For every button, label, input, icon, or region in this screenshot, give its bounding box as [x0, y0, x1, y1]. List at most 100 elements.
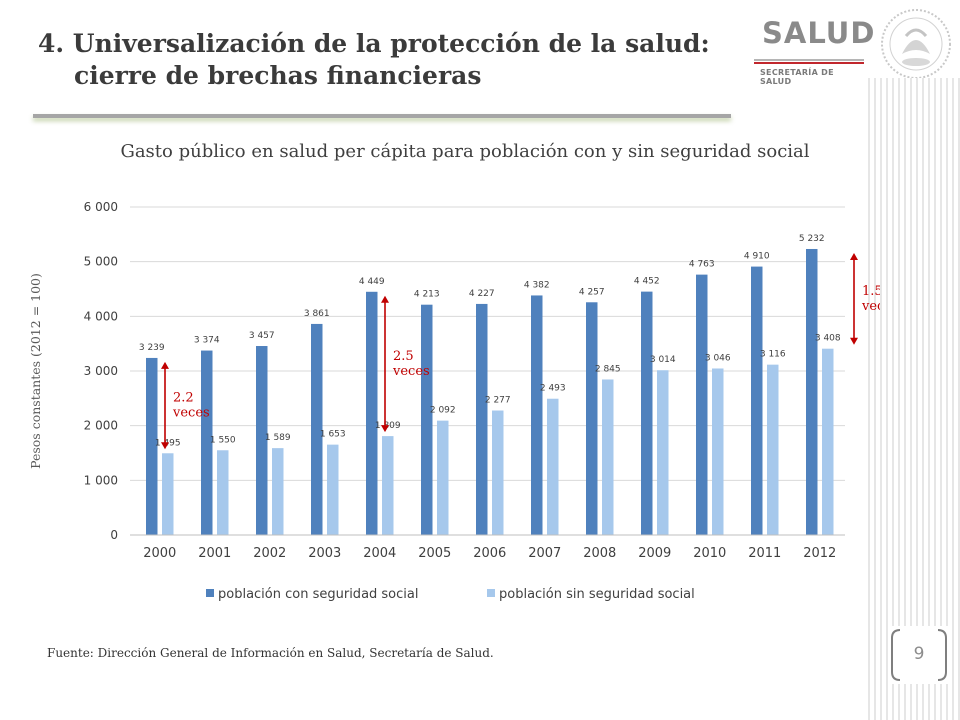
data-label-con: 4 763	[689, 260, 715, 270]
page-bracket-icon	[891, 629, 947, 681]
data-label-sin: 2 493	[540, 384, 566, 394]
data-label-sin: 3 014	[650, 355, 676, 365]
bar-con-seguridad	[366, 291, 378, 535]
x-tick-label: 2001	[198, 546, 231, 561]
gap-label-value: 2.2	[173, 391, 194, 406]
gap-label-value: 1.5	[862, 284, 880, 299]
gap-label-unit: veces	[392, 364, 430, 379]
decorative-stripes	[868, 78, 960, 720]
arrow-down-icon	[381, 425, 389, 433]
data-label-sin: 1 550	[210, 435, 236, 445]
logo-bar-gray	[754, 59, 864, 61]
bar-con-seguridad	[201, 350, 213, 535]
bar-con-seguridad	[696, 274, 708, 535]
data-label-con: 4 452	[634, 277, 660, 287]
bar-sin-seguridad	[217, 450, 229, 535]
x-tick-label: 2008	[583, 546, 616, 561]
arrow-up-icon	[381, 295, 389, 303]
bar-con-seguridad	[476, 303, 488, 535]
y-tick-label: 4 000	[84, 309, 118, 323]
data-label-con: 3 374	[194, 336, 220, 346]
x-tick-label: 2000	[143, 546, 176, 561]
bar-sin-seguridad	[657, 370, 669, 535]
salud-logo: SALUD SECRETARÍA DE SALUD	[748, 16, 874, 86]
data-label-sin: 3 116	[760, 350, 786, 360]
legend-label-sin: población sin seguridad social	[499, 587, 695, 602]
bar-sin-seguridad	[162, 453, 174, 535]
bar-sin-seguridad	[437, 420, 449, 535]
bar-sin-seguridad	[822, 348, 834, 535]
bar-con-seguridad	[806, 248, 818, 535]
bar-sin-seguridad	[767, 364, 779, 535]
bar-con-seguridad	[256, 346, 268, 535]
bar-sin-seguridad	[492, 410, 504, 535]
x-tick-label: 2005	[418, 546, 451, 561]
x-tick-label: 2009	[638, 546, 671, 561]
gap-label-value: 2.5	[393, 349, 414, 364]
data-label-con: 3 861	[304, 309, 330, 319]
legend-label-con: población con seguridad social	[218, 587, 418, 602]
chart-title: Gasto público en salud per cápita para p…	[120, 141, 810, 162]
data-label-con: 4 257	[579, 287, 605, 297]
arrow-up-icon	[161, 361, 169, 369]
page-number-box: 9	[888, 626, 950, 684]
x-tick-label: 2004	[363, 546, 396, 561]
bar-sin-seguridad	[712, 368, 724, 535]
legend-swatch-con	[206, 589, 214, 597]
x-tick-label: 2012	[803, 546, 836, 561]
gap-label-unit: veces	[861, 299, 880, 314]
y-tick-label: 2 000	[84, 419, 118, 433]
title-divider	[33, 114, 731, 118]
bar-sin-seguridad	[382, 436, 394, 535]
x-tick-label: 2010	[693, 546, 726, 561]
data-label-sin: 2 845	[595, 364, 621, 374]
gap-label-unit: veces	[172, 406, 210, 421]
x-tick-label: 2007	[528, 546, 561, 561]
arrow-down-icon	[850, 337, 858, 345]
bar-con-seguridad	[531, 295, 543, 535]
data-label-sin: 1 653	[320, 430, 346, 440]
data-label-sin: 1 589	[265, 433, 291, 443]
data-label-con: 4 449	[359, 277, 385, 287]
data-label-sin: 3 046	[705, 353, 731, 363]
y-tick-label: 0	[110, 528, 118, 542]
bar-con-seguridad	[311, 323, 323, 535]
mexico-seal-icon	[881, 9, 951, 79]
y-axis-label: Pesos constantes (2012 = 100)	[28, 273, 43, 469]
legend-swatch-sin	[487, 589, 495, 597]
bar-sin-seguridad	[327, 444, 339, 535]
data-label-con: 4 213	[414, 290, 440, 300]
y-tick-label: 1 000	[84, 473, 118, 487]
bar-con-seguridad	[586, 302, 598, 535]
arrow-up-icon	[850, 252, 858, 260]
y-tick-label: 6 000	[84, 200, 118, 214]
logo-bar-red	[754, 62, 864, 64]
bar-con-seguridad	[641, 291, 653, 535]
slide-title: 4. Universalización de la protección de …	[38, 28, 738, 92]
x-tick-label: 2003	[308, 546, 341, 561]
bar-sin-seguridad	[272, 448, 284, 535]
data-label-con: 4 227	[469, 289, 495, 299]
x-tick-label: 2011	[748, 546, 781, 561]
y-tick-label: 3 000	[84, 364, 118, 378]
x-tick-label: 2002	[253, 546, 286, 561]
x-tick-label: 2006	[473, 546, 506, 561]
bar-chart: 0 1 000 2 000 3 000 4 000 5 000 6 000 Pesos con…	[28, 200, 880, 602]
data-label-con: 5 232	[799, 234, 825, 244]
bar-sin-seguridad	[602, 379, 614, 535]
data-label-sin: 3 408	[815, 334, 841, 344]
bar-con-seguridad	[421, 304, 433, 535]
slide-title-line2: cierre de brechas financieras	[74, 61, 482, 90]
data-label-sin: 2 277	[485, 396, 511, 406]
source-note: Fuente: Dirección General de Información…	[47, 646, 494, 660]
logo-subtext: SECRETARÍA DE SALUD	[760, 68, 834, 86]
data-label-con: 3 457	[249, 331, 275, 341]
arrow-down-icon	[161, 442, 169, 450]
data-label-con: 4 910	[744, 252, 770, 262]
bar-con-seguridad	[751, 266, 763, 535]
bar-con-seguridad	[146, 357, 158, 535]
y-tick-label: 5 000	[84, 255, 118, 269]
data-label-sin: 2 092	[430, 406, 456, 416]
data-label-con: 3 239	[139, 343, 165, 353]
slide-title-line1: 4. Universalización de la protección de …	[38, 29, 710, 58]
